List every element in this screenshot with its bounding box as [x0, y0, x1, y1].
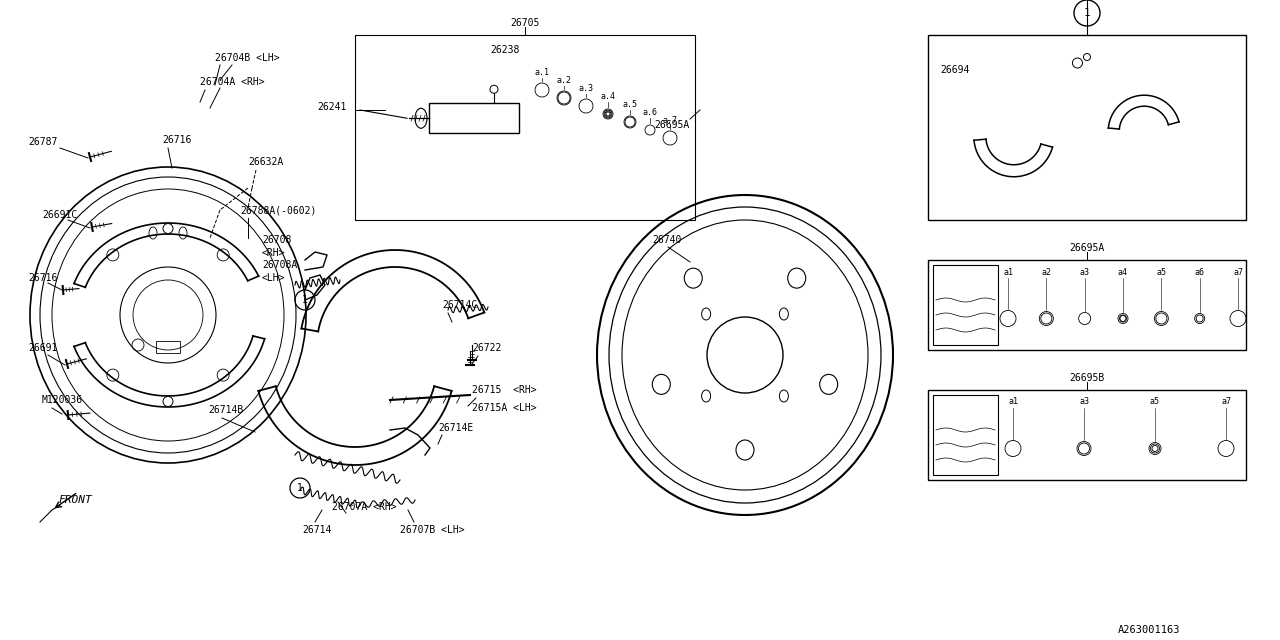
Text: M120036: M120036 [42, 395, 83, 405]
Text: 26716: 26716 [28, 273, 58, 283]
Text: 26704A <RH>: 26704A <RH> [200, 77, 265, 87]
Text: 26691C: 26691C [42, 210, 77, 220]
Text: a2: a2 [1042, 268, 1051, 276]
Text: 1: 1 [1084, 8, 1091, 18]
Text: 26707A <RH>: 26707A <RH> [332, 502, 397, 512]
Text: 26722: 26722 [472, 343, 502, 353]
Text: 26695B: 26695B [1069, 373, 1105, 383]
Text: 26716: 26716 [163, 135, 192, 145]
Text: 26632A: 26632A [248, 157, 283, 167]
Text: a.5: a.5 [622, 99, 637, 109]
Text: a4: a4 [1117, 268, 1128, 276]
Text: <RH>: <RH> [262, 248, 285, 258]
Bar [156, 341, 180, 353]
Text: 26740: 26740 [652, 235, 681, 245]
Text: 26714C: 26714C [442, 300, 477, 310]
Text: 26715A <LH>: 26715A <LH> [472, 403, 536, 413]
Text: a.1: a.1 [535, 67, 549, 77]
Text: FRONT: FRONT [58, 495, 92, 505]
Text: a7: a7 [1221, 397, 1231, 406]
Text: a6: a6 [1194, 268, 1204, 276]
Text: 26708: 26708 [262, 235, 292, 245]
Text: 26705: 26705 [511, 18, 540, 28]
Text: a5: a5 [1149, 397, 1160, 406]
Text: a.7: a.7 [663, 115, 677, 125]
Text: a1: a1 [1004, 268, 1012, 276]
Bar [928, 260, 1245, 350]
Bar [429, 103, 518, 133]
Bar [928, 35, 1245, 220]
Text: 26787: 26787 [28, 137, 58, 147]
Bar [933, 395, 998, 475]
Bar [928, 390, 1245, 480]
Text: <LH>: <LH> [262, 273, 285, 283]
Text: 26241: 26241 [317, 102, 347, 112]
Text: 26788A(-0602): 26788A(-0602) [241, 205, 316, 215]
Text: 26715  <RH>: 26715 <RH> [472, 385, 536, 395]
Text: 26714B: 26714B [209, 405, 243, 415]
Text: 1: 1 [297, 483, 303, 493]
Text: A263001163: A263001163 [1117, 625, 1180, 635]
Text: 26708A: 26708A [262, 260, 297, 270]
Text: a.2: a.2 [557, 76, 571, 84]
Text: 26694: 26694 [940, 65, 969, 75]
Text: 26714E: 26714E [438, 423, 474, 433]
Bar [355, 35, 695, 220]
Text: 26695A: 26695A [655, 120, 690, 130]
Bar [933, 265, 998, 345]
Text: 1: 1 [302, 295, 308, 305]
Text: a.6: a.6 [643, 108, 658, 116]
Text: a.4: a.4 [600, 92, 616, 100]
Text: a3: a3 [1079, 397, 1089, 406]
Text: a7: a7 [1233, 268, 1243, 276]
Text: a.3: a.3 [579, 83, 594, 93]
Text: 26691: 26691 [28, 343, 58, 353]
Text: 26707B <LH>: 26707B <LH> [401, 525, 465, 535]
Text: a3: a3 [1079, 268, 1089, 276]
Text: 26704B <LH>: 26704B <LH> [215, 53, 279, 63]
Text: a1: a1 [1009, 397, 1018, 406]
Text: 26695A: 26695A [1069, 243, 1105, 253]
Text: 26238: 26238 [490, 45, 520, 55]
Text: 26714: 26714 [302, 525, 332, 535]
Text: a5: a5 [1156, 268, 1166, 276]
